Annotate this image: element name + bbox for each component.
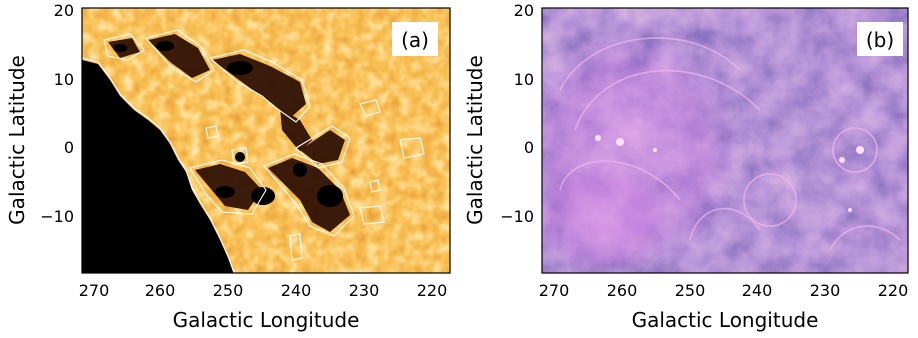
y-tick-label: −10: [40, 207, 74, 226]
mask-contour: [82, 57, 235, 273]
panel-b-yticks: 20 10 0 −10: [500, 1, 534, 226]
x-tick-label: 230: [810, 281, 841, 300]
x-tick-label: 220: [417, 281, 448, 300]
x-tick-label: 270: [79, 281, 110, 300]
panel-a-xlabel: Galactic Longitude: [173, 308, 360, 332]
panel-a-label-box: [392, 22, 438, 56]
panel-b-image: [542, 8, 908, 273]
panel-a-frame: [81, 7, 451, 274]
x-tick-label: 260: [145, 281, 176, 300]
x-tick-label: 240: [281, 281, 312, 300]
y-tick-label: 20: [514, 1, 534, 20]
contours: [103, 29, 425, 261]
y-tick-label: −10: [500, 207, 534, 226]
y-tick-label: 20: [54, 1, 74, 20]
panel-b: (b) 270 260 250 240 230 220 20 10 0 −10 …: [463, 1, 909, 332]
y-tick-label: 10: [514, 70, 534, 89]
y-tick-label: 10: [54, 70, 74, 89]
x-tick-label: 230: [349, 281, 380, 300]
dense-cores: [113, 41, 343, 207]
panel-b-label: (b): [866, 28, 894, 52]
y-tick-label: 0: [64, 138, 74, 157]
x-tick-label: 250: [213, 281, 244, 300]
filaments: [559, 37, 901, 251]
y-tick-label: 0: [524, 138, 534, 157]
panel-b-xticks: 270 260 250 240 230 220: [539, 281, 909, 300]
panel-a-image: [82, 8, 450, 273]
x-tick-label: 250: [675, 281, 706, 300]
panel-b-xlabel: Galactic Longitude: [632, 308, 819, 332]
panel-a-label: (a): [401, 28, 429, 52]
x-tick-label: 220: [878, 281, 909, 300]
panel-b-ylabel: Galactic Latitude: [463, 55, 487, 225]
no-data-mask: [82, 60, 234, 273]
emission-region: [542, 165, 670, 273]
x-tick-label: 260: [607, 281, 638, 300]
panel-a-xticks: 270 260 250 240 230 220: [79, 281, 448, 300]
panel-a-yticks: 20 10 0 −10: [40, 1, 74, 226]
x-tick-label: 270: [539, 281, 570, 300]
panel-a: (a) 270 260 250 240 230 220 20 10 0 −10 …: [5, 1, 451, 332]
x-tick-label: 240: [742, 281, 773, 300]
panel-a-ylabel: Galactic Latitude: [5, 55, 29, 225]
bright-sources: [595, 135, 864, 212]
panel-b-label-box: [857, 22, 903, 56]
panel-b-frame: [541, 7, 909, 274]
